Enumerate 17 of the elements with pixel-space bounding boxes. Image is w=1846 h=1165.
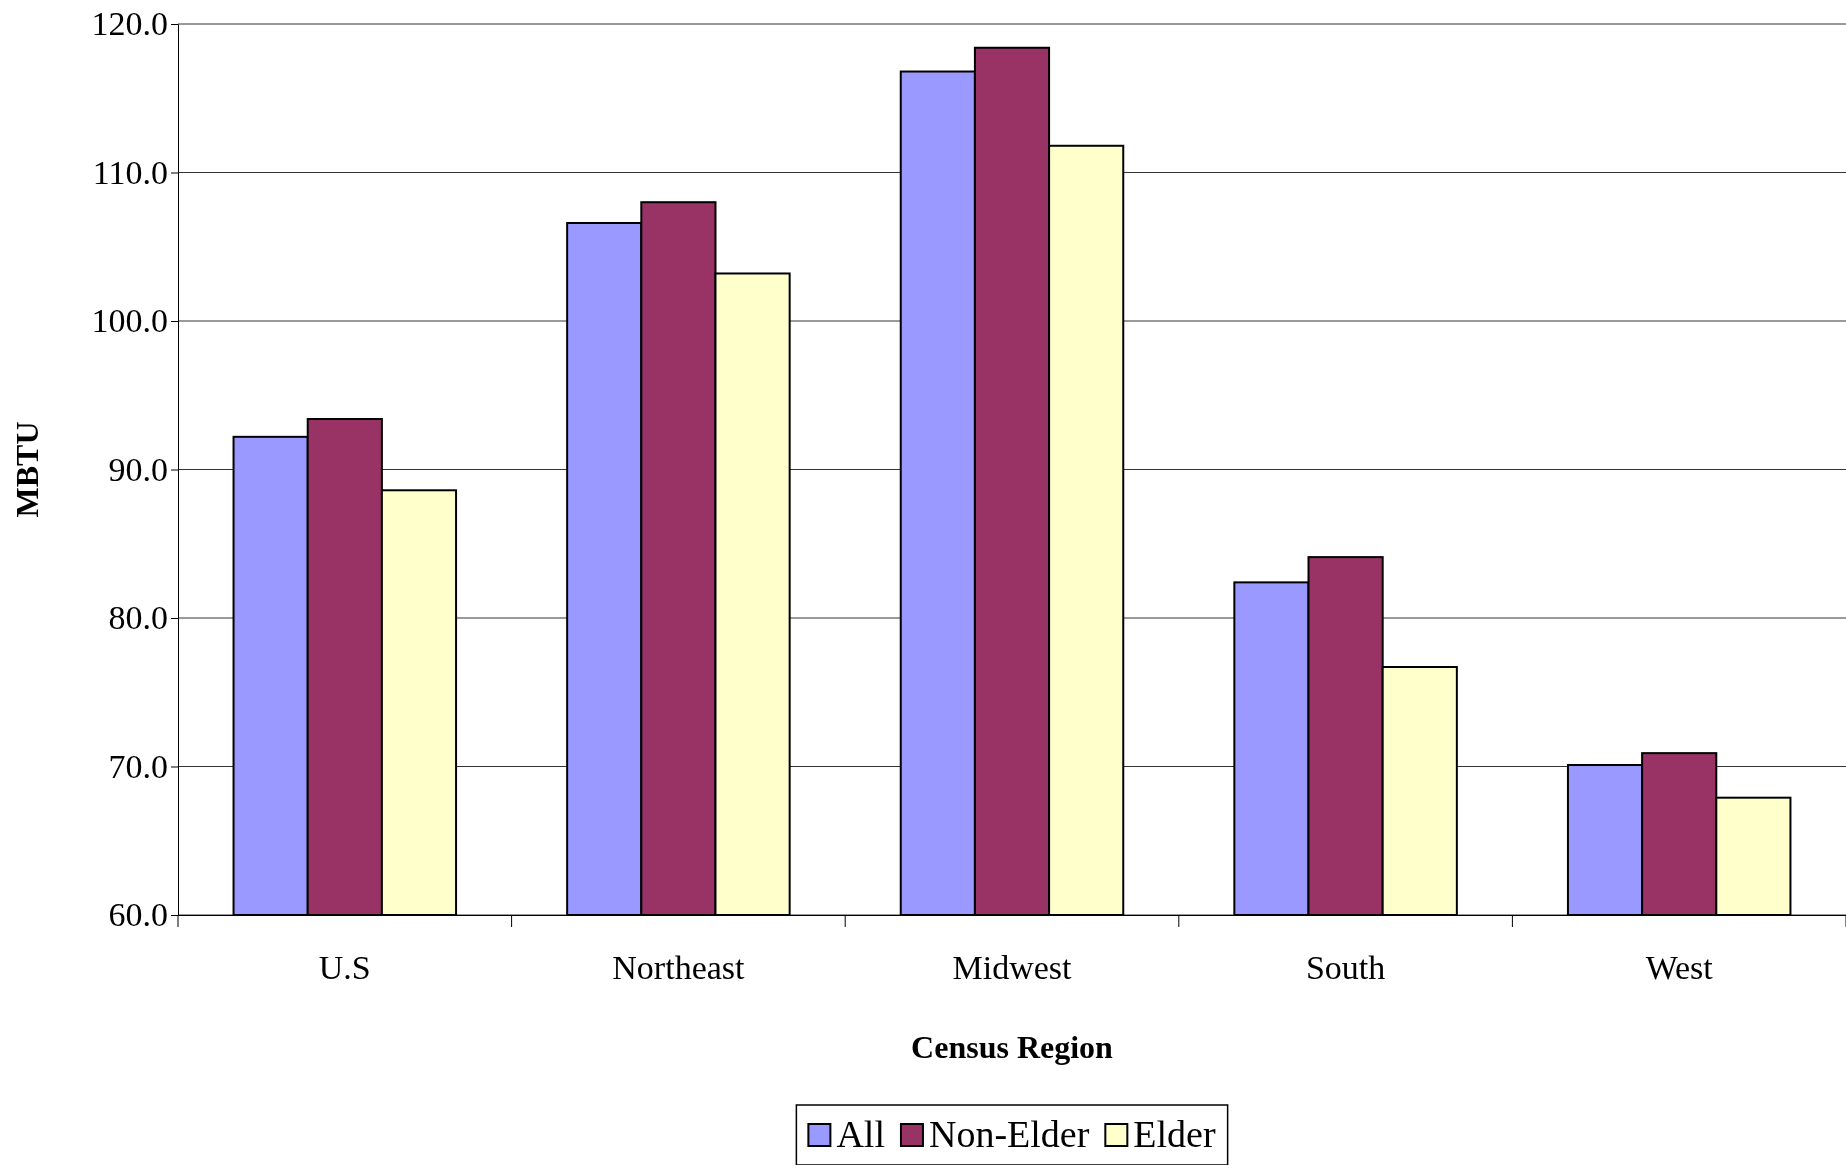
y-tick-label: 110.0 [92,153,168,191]
y-axis-title: MBTU [9,421,45,518]
y-tick-label: 90.0 [108,450,168,488]
y-tick-label: 120.0 [91,5,168,43]
legend-label: Non-Elder [928,1113,1090,1155]
x-tick-label: Northeast [612,949,746,987]
x-axis-title: Census Region [911,1029,1114,1065]
x-tick-label: U.S [318,949,371,987]
y-tick-label: 80.0 [108,599,168,637]
legend-label: Elder [1133,1113,1216,1155]
y-tick-label: 70.0 [108,747,168,785]
legend-label: All [836,1113,885,1155]
x-tick-label: West [1645,949,1714,987]
y-tick-label: 100.0 [91,302,168,340]
x-tick-label: Midwest [952,949,1073,987]
x-tick-label: South [1305,949,1386,987]
y-tick-label: 60.0 [108,896,168,934]
